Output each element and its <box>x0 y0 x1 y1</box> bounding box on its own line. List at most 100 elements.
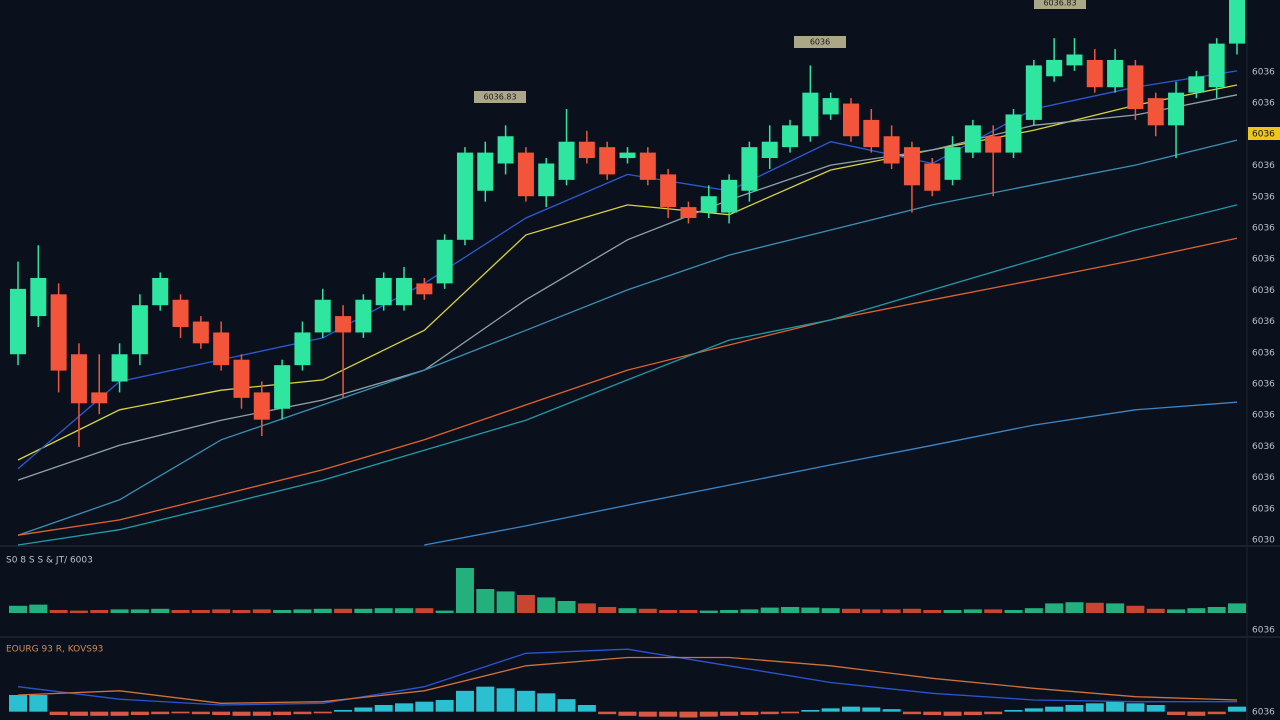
volume-bar <box>598 607 617 613</box>
price-axis-label: 6036 <box>1252 411 1275 421</box>
volume-bar <box>435 610 454 613</box>
price-axis-label: 6036 <box>1252 161 1275 171</box>
price-axis-label: 6036 <box>1252 286 1275 296</box>
macd-bar <box>1045 706 1064 712</box>
volume-bar <box>130 609 149 613</box>
candle-body <box>944 147 961 180</box>
candle-body <box>1086 59 1103 88</box>
candle-body <box>30 277 47 317</box>
volume-bar <box>720 610 739 613</box>
volume-bar <box>476 589 495 613</box>
volume-bar <box>49 610 68 613</box>
candle-body <box>660 174 677 208</box>
macd-bar <box>801 710 820 712</box>
volume-bar <box>943 610 962 613</box>
candle-body <box>822 98 839 115</box>
macd-bar <box>1167 711 1186 715</box>
volume-bar <box>69 610 88 613</box>
volume-bar <box>455 568 474 613</box>
macd-bar <box>171 711 190 714</box>
volume-bar <box>740 609 759 613</box>
candle-body <box>375 277 392 306</box>
volume-bar <box>841 608 860 613</box>
macd-bar <box>679 711 698 718</box>
volume-bar <box>1045 603 1064 613</box>
volume-bar <box>110 609 129 613</box>
macd-bar <box>963 711 982 715</box>
macd-bar <box>435 700 454 712</box>
macd-bar <box>638 711 657 717</box>
price-axis-label: 6036 <box>1252 224 1275 234</box>
current-price-bg <box>1248 127 1280 140</box>
volume-bar <box>516 595 535 613</box>
macd-bar <box>882 709 901 712</box>
moving-average <box>17 139 1238 536</box>
volume-bar <box>212 609 231 613</box>
price-axis-label: 6036 <box>1252 380 1275 390</box>
macd-bar <box>699 711 718 717</box>
candle-body <box>172 299 189 327</box>
candle-body <box>1168 92 1185 126</box>
volume-bar <box>781 607 800 613</box>
macd-bar <box>29 695 48 712</box>
macd-bar <box>191 711 210 715</box>
volume-bar <box>313 608 332 613</box>
macd-bar <box>659 711 678 717</box>
macd-bar <box>130 711 149 715</box>
volume-bar <box>638 608 657 613</box>
macd-bar <box>232 711 251 716</box>
volume-bar <box>496 591 515 613</box>
volume-bar <box>1146 608 1165 613</box>
macd-bar <box>1187 711 1206 716</box>
macd-bar <box>984 711 1003 715</box>
candle-body <box>883 136 900 164</box>
candle-body <box>863 119 880 148</box>
macd-axis-label: 6036 <box>1252 708 1275 718</box>
candle-body <box>680 207 697 218</box>
volume-label: S0 8 S S & JT/ 6003 <box>6 556 93 566</box>
volume-bar <box>395 608 414 613</box>
volume-bar <box>1187 608 1206 613</box>
candle-body <box>619 152 636 159</box>
macd-bar <box>720 711 739 716</box>
macd-bar <box>618 711 637 716</box>
macd-bar <box>374 705 393 712</box>
candle-body <box>294 332 311 366</box>
volume-axis-label: 6036 <box>1252 626 1275 636</box>
volume-bar <box>334 608 353 613</box>
volume-bar <box>191 610 210 613</box>
price-axis-label: 6030 <box>1252 536 1275 546</box>
macd-bar <box>1004 710 1023 712</box>
candle-body <box>233 359 250 398</box>
price-axis-label: 5036 <box>1252 192 1275 202</box>
volume-bar <box>1126 605 1145 613</box>
candle-body <box>274 365 291 409</box>
macd-bar <box>760 711 779 715</box>
candle-body <box>213 332 230 366</box>
moving-average <box>17 204 1238 546</box>
volume-bar <box>618 608 637 613</box>
candle-body <box>1127 65 1144 109</box>
macd-bar <box>1106 701 1125 712</box>
candle-body <box>335 316 352 333</box>
volume-bar <box>29 604 48 613</box>
macd-bar <box>273 711 292 715</box>
volume-bar <box>354 608 373 613</box>
candle-body <box>497 136 514 164</box>
candle-body <box>111 354 128 382</box>
volume-bar <box>232 610 251 613</box>
macd-bar <box>334 710 353 712</box>
volume-bar <box>374 608 393 613</box>
price-axis-label: 6036 <box>1252 99 1275 109</box>
macd-bar <box>151 711 170 715</box>
macd-bar <box>1065 705 1084 712</box>
volume-bar <box>984 609 1003 613</box>
price-tag-bg <box>1034 0 1086 9</box>
candle-body <box>842 103 859 137</box>
macd-bar <box>537 693 556 712</box>
volume-bar <box>760 607 779 613</box>
volume-bar <box>171 610 190 613</box>
current-price-label: 6036 <box>1252 130 1275 140</box>
price-axis-label: 6036 <box>1252 348 1275 358</box>
candle-body <box>721 179 738 213</box>
